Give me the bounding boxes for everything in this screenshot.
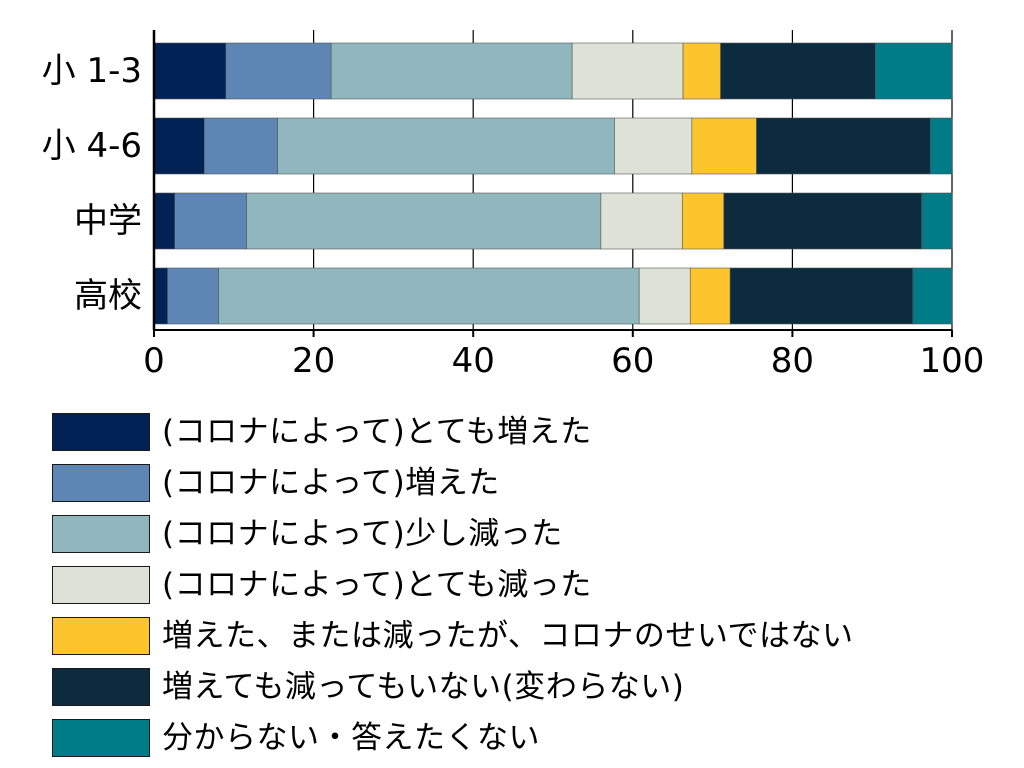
legend-item: (コロナによって)増えた	[52, 457, 853, 508]
x-tick-label: 60	[611, 341, 654, 381]
legend-label: 増えても減ってもいない(変わらない)	[162, 668, 685, 705]
legend-swatch	[52, 514, 150, 553]
legend-item: (コロナによって)少し減った	[52, 508, 853, 559]
axes	[152, 30, 953, 337]
y-tick-label: 小 4-6	[42, 126, 142, 166]
legend-item: (コロナによって)とても増えた	[52, 406, 853, 457]
x-tick-label: 0	[143, 341, 165, 381]
bar-segment	[756, 117, 931, 175]
bar-segment	[167, 267, 219, 325]
bar-segment	[330, 42, 573, 100]
bar-segment	[691, 117, 757, 175]
legend-item: 増えた、または減ったが、コロナのせいではない	[52, 610, 853, 661]
legend-item: (コロナによって)とても減った	[52, 559, 853, 610]
bar-segment	[203, 117, 278, 175]
x-tick-label: 20	[292, 341, 335, 381]
legend-swatch	[52, 463, 150, 502]
legend-item: 増えても減ってもいない(変わらない)	[52, 661, 853, 712]
y-tick-label: 小 1-3	[42, 51, 142, 91]
legend-label: (コロナによって)少し減った	[162, 515, 563, 552]
bar-segment	[225, 42, 332, 100]
bar-segment	[729, 267, 914, 325]
x-tick-label: 80	[771, 341, 814, 381]
bar-segment	[681, 192, 725, 250]
bar-segment	[638, 267, 691, 325]
x-tick-labels: 0 20 40 60 80 100	[143, 341, 984, 381]
legend-swatch	[52, 412, 150, 451]
legend-label: (コロナによって)とても増えた	[162, 413, 592, 450]
bar-segment	[875, 42, 953, 100]
legend-label: (コロナによって)増えた	[162, 464, 500, 501]
legend-item: 分からない・答えたくない	[52, 712, 853, 763]
y-tick-label: 中学	[74, 201, 142, 241]
bar-segment	[689, 267, 731, 325]
legend: (コロナによって)とても増えた (コロナによって)増えた (コロナによって)少し減っ…	[52, 406, 853, 763]
bar-segment	[153, 117, 205, 175]
bars	[153, 42, 953, 325]
bar-segment	[723, 192, 922, 250]
bar-segment	[174, 192, 247, 250]
legend-label: (コロナによって)とても減った	[162, 566, 592, 603]
bar-segment	[218, 267, 640, 325]
bar-segment	[153, 42, 227, 100]
legend-swatch	[52, 616, 150, 655]
x-tick-label: 100	[920, 341, 985, 381]
legend-label: 増えた、または減ったが、コロナのせいではない	[162, 617, 854, 654]
bar-segment	[614, 117, 693, 175]
bar-segment	[246, 192, 602, 250]
legend-swatch	[52, 667, 150, 706]
bar-segment	[682, 42, 721, 100]
bar-segment	[277, 117, 615, 175]
bar-segment	[930, 117, 953, 175]
bar-segment	[153, 267, 168, 325]
legend-swatch	[52, 718, 150, 757]
legend-label: 分からない・答えたくない	[162, 719, 540, 756]
legend-swatch	[52, 565, 150, 604]
bar-segment	[921, 192, 953, 250]
x-tick-label: 40	[452, 341, 495, 381]
bar-segment	[153, 192, 176, 250]
y-tick-label: 高校	[74, 276, 142, 316]
bar-segment	[720, 42, 876, 100]
bar-segment	[912, 267, 953, 325]
bar-segment	[571, 42, 684, 100]
bar-segment	[600, 192, 683, 250]
